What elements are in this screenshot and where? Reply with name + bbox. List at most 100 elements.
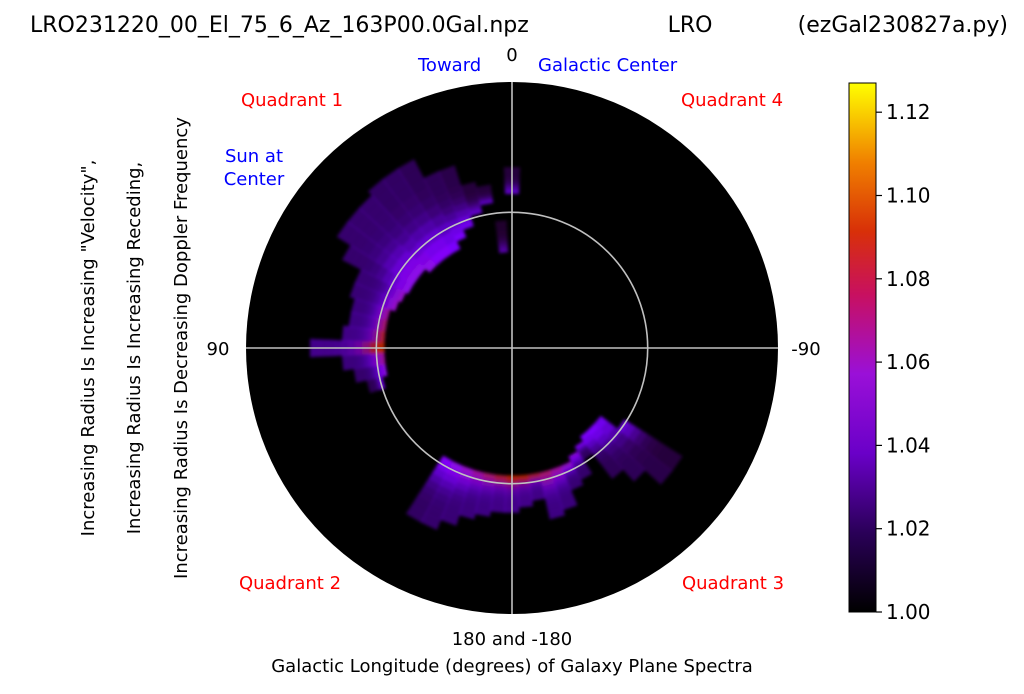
spectrum-cell-lon--125-3	[633, 430, 648, 446]
spectrum-cell-lon-45-8	[365, 201, 385, 221]
spectrum-cell-lon--125-9	[666, 452, 683, 472]
spectrum-cell-lon-45-7	[372, 208, 392, 228]
spectrum-cell-lon--130-4	[620, 437, 637, 455]
spectrum-cell-lon-5-4	[497, 236, 508, 241]
angle-tick-minus-90: -90	[791, 339, 820, 360]
spectrum-cell-lon-50-6	[368, 225, 386, 244]
spectrum-cell-lon-170-5	[478, 493, 493, 500]
spectrum-cell-lon--145-5	[579, 447, 590, 455]
spectrum-cell-lon-160-0	[460, 465, 474, 476]
spectrum-cell-lon-5-7	[496, 226, 508, 231]
spectrum-cell-lon-75-9	[350, 298, 359, 314]
spectrum-cell-lon-10-5	[477, 191, 492, 197]
spectrum-cell-lon--175-0	[517, 474, 530, 479]
spectrum-cell-lon-25-9	[423, 170, 442, 185]
spectrum-cell-lon-165-5	[464, 492, 480, 501]
spectrum-cell-lon-160-7	[444, 503, 462, 515]
spectrum-cell-lon--130-6	[634, 448, 651, 467]
ylabel-line1: Increasing Radius Is Increasing "Velocit…	[78, 160, 99, 537]
spectrum-cell-lon-165-4	[466, 488, 481, 497]
spectrum-cell-lon-150-5	[420, 484, 438, 499]
spectrum-cell-lon-45-0	[422, 258, 437, 273]
spectrum-cell-lon-160-8	[442, 509, 460, 521]
spectrum-cell-lon-70-0	[390, 299, 399, 312]
spectrum-cell-lon-20-0	[460, 220, 474, 231]
quadrant-4-label: Quadrant 4	[681, 90, 783, 111]
spectrum-cell-lon--125-1	[622, 423, 636, 438]
spectrum-cell-lon-155-0	[449, 461, 464, 473]
spectrum-cell-lon-10-2	[478, 197, 493, 202]
spectrum-cell-lon-70-5	[367, 289, 377, 305]
spectrum-cell-lon-50-5	[375, 232, 393, 250]
spectrum-cell-lon--155-7	[567, 477, 581, 486]
colorbar-bar	[848, 82, 877, 613]
spectrum-cell-lon--170-1	[528, 475, 541, 480]
spectrum-cell-lon--135-8	[624, 460, 641, 477]
spectrum-cell-lon-65-6	[368, 276, 379, 291]
spectrum-cell-lon-40-7	[381, 195, 402, 214]
spectrum-cell-lon-165-3	[467, 483, 482, 492]
spectrum-cell-lon-160-9	[440, 514, 459, 526]
spectrum-cell-lon-150-1	[435, 461, 451, 474]
spectrum-cell-lon-55-4	[375, 249, 391, 266]
spectrum-cell-lon-10-6	[477, 190, 492, 195]
spectrum-cell-lon-65-4	[378, 280, 388, 295]
spectrum-cell-lon--175-6	[518, 493, 532, 498]
spectrum-cell-lon-60-4	[375, 264, 389, 281]
spectrum-cell-lon--140-7	[602, 457, 617, 471]
spectrum-cell-lon--160-9	[561, 501, 578, 511]
spectrum-cell-lon-25-0	[453, 230, 467, 242]
file-name: LRO231220_00_El_75_6_Az_163P00.0Gal.npz	[30, 13, 529, 38]
spectrum-cell-lon-165-6	[463, 497, 479, 506]
spectrum-cell-lon-105-0	[380, 376, 386, 389]
spectrum-cell-lon-20-4	[450, 195, 467, 207]
spectrum-cell-lon-80-3	[370, 316, 377, 331]
spectrum-cell-lon--140-9	[608, 465, 624, 479]
spectrum-cell-lon-150-7	[413, 496, 431, 511]
spectra-layer	[310, 159, 683, 530]
spectrum-cell-lon--165-7	[546, 501, 563, 511]
spectrum-cell-lon-30-6	[413, 186, 433, 203]
spectrum-cell-lon-30-1	[440, 230, 456, 246]
spectrum-cell-lon-150-2	[432, 467, 447, 480]
spectrum-cell-lon--145-3	[577, 444, 588, 453]
spectrum-cell-lon-160-6	[447, 498, 464, 509]
spectrum-cell-lon--140-3	[589, 442, 602, 454]
spectrum-cell-lon-50-0	[411, 262, 426, 277]
spectrum-cell-lon--170-2	[529, 477, 542, 483]
spectrum-cell-lon-25-3	[443, 210, 459, 223]
spectrum-cell-lon-85-5	[358, 327, 365, 342]
spectrum-cell-lon-95-9	[341, 355, 348, 371]
spectrum-cell-lon--165-4	[543, 488, 558, 497]
spectrum-cell-lon--150-1	[569, 453, 581, 462]
spectrum-cell-lon-35-7	[394, 185, 415, 204]
spectrum-cell-lon-55-2	[390, 260, 405, 276]
spectrum-cell-lon-150-0	[439, 455, 454, 468]
spectrum-cell-lon--150-9	[579, 471, 593, 481]
spectrum-cell-lon-35-8	[388, 176, 409, 196]
spectrum-cell-lon-75-5	[365, 302, 373, 317]
spectrum-cell-lon--160-3	[554, 477, 568, 487]
spectrum-cell-lon--155-4	[564, 470, 578, 479]
spectrum-cell-lon--165-3	[542, 483, 557, 492]
spectrum-cell-lon-20-9	[438, 165, 457, 178]
spectrum-cell-lon--145-7	[580, 449, 592, 458]
spectrum-cell-lon-40-5	[395, 211, 414, 229]
spectrum-cell-lon-105-2	[377, 377, 383, 390]
spectrum-cell-lon-30-8	[402, 168, 424, 186]
spectrum-cell-lon-55-7	[352, 232, 370, 252]
spectrum-cell-lon-30-3	[430, 212, 447, 229]
spectrum-cell-lon-60-6	[361, 256, 376, 274]
spectrum-cell-lon--140-0	[579, 430, 592, 441]
spectrum-cell-lon-35-6	[400, 193, 420, 212]
spectrum-cell-lon-5-8	[495, 223, 507, 228]
spectrum-cell-lon-160-2	[456, 476, 471, 487]
spectrum-cell-lon-70-9	[349, 282, 360, 299]
spectrum-cell-lon-150-8	[409, 502, 428, 517]
spectrum-cell-lon-65-0	[396, 290, 406, 303]
spectrum-cell-lon-95-7	[350, 354, 356, 370]
spectrum-cell-lon-50-9	[347, 207, 366, 228]
spectrum-cell-lon--150-4	[573, 460, 586, 469]
spectrum-cell-lon-95-4	[363, 354, 369, 368]
spectrum-cell-lon-60-8	[348, 248, 364, 267]
